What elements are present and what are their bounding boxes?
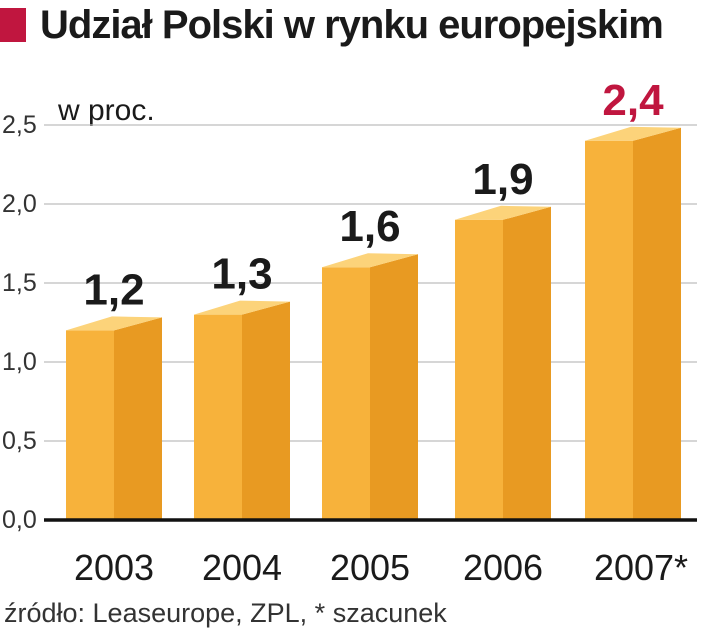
bar-top-2004: [194, 300, 290, 315]
y-axis-label: w proc.: [57, 94, 155, 127]
bar-side-2003: [114, 317, 162, 520]
bar-front-2007*: [585, 140, 633, 521]
bar-side-2006: [503, 206, 551, 521]
title-bar: Udział Polski w rynku europejskim: [0, 2, 664, 47]
x-tick-label: 2003: [74, 547, 154, 588]
x-tick-label: 2004: [202, 547, 282, 588]
bar-side-2004: [242, 301, 290, 520]
bar-front-2003: [66, 330, 114, 520]
bar-front-2004: [194, 314, 242, 520]
value-label: 1,2: [83, 265, 144, 314]
y-tick-label: 1,0: [2, 348, 37, 376]
value-label: 1,9: [472, 155, 533, 204]
value-label: 1,3: [211, 250, 272, 299]
x-tick-label: 2006: [463, 547, 543, 588]
y-tick-label: 0,5: [2, 427, 37, 455]
source-note: źródło: Leaseurope, ZPL, * szacunek: [4, 598, 447, 628]
chart-title: Udział Polski w rynku europejskim: [40, 2, 664, 47]
x-tick-label: 2005: [330, 547, 410, 588]
bar-top-2006: [455, 205, 551, 220]
y-tick-label: 2,5: [2, 111, 37, 139]
bar-top-2007*: [585, 126, 681, 141]
y-tick-label: 1,5: [2, 269, 37, 297]
bar-front-2005: [322, 267, 370, 520]
bar-top-2003: [66, 316, 162, 331]
title-marker-icon: [0, 8, 26, 42]
bar-side-2007*: [633, 127, 681, 521]
bar-side-2005: [370, 254, 418, 520]
y-tick-label: 2,0: [2, 190, 37, 218]
bar-chart: w proc. 0,0 0,5 1,0 1,5 2,0 2,5 1,2 2003 1,3 2004 1…: [2, 76, 697, 588]
y-tick-label: 0,0: [2, 506, 37, 534]
bar-front-2006: [455, 219, 503, 521]
bar-top-2005: [322, 253, 418, 268]
value-label: 2,4: [602, 76, 664, 125]
value-label: 1,6: [339, 202, 400, 251]
x-tick-label: 2007*: [594, 547, 688, 588]
